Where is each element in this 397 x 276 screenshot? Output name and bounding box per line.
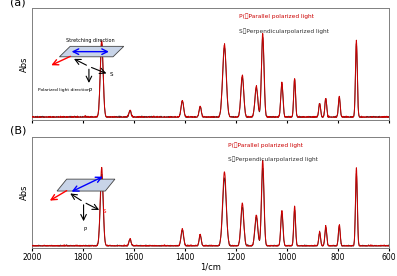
- Text: P(　Parallel polarized light: P( Parallel polarized light: [228, 142, 303, 148]
- Text: S（Perpendicularpolarized light: S（Perpendicularpolarized light: [239, 28, 329, 34]
- Text: (B): (B): [10, 126, 27, 136]
- Text: P(　Parallel polarized light: P( Parallel polarized light: [239, 14, 314, 19]
- Text: S（Perpendicularpolarized light: S（Perpendicularpolarized light: [228, 157, 318, 162]
- Y-axis label: Abs: Abs: [20, 56, 29, 72]
- X-axis label: 1/cm: 1/cm: [200, 263, 221, 272]
- Text: (a): (a): [10, 0, 26, 7]
- Y-axis label: Abs: Abs: [20, 185, 29, 200]
